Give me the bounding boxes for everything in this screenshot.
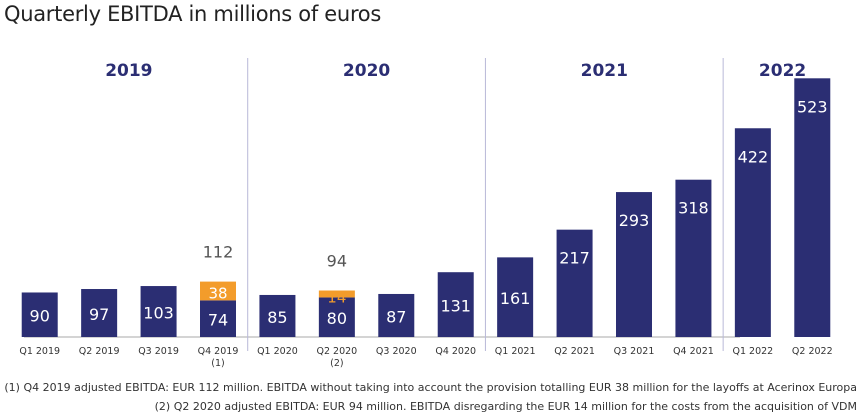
year-label-2019: 2019: [105, 61, 152, 81]
bar-value-label: 87: [386, 307, 406, 326]
x-tick-label: Q1 2022: [732, 346, 773, 357]
bar-value-label: 103: [143, 304, 174, 323]
x-tick-label: Q2 2019: [79, 346, 120, 357]
bar-Q3-2019: [140, 286, 177, 337]
x-tick-note: (2): [330, 358, 343, 369]
chart-title: Quarterly EBITDA in millions of euros: [4, 2, 382, 26]
adjusted-total-label: 94: [327, 252, 347, 271]
bar-value-label: 74: [208, 311, 228, 330]
bar-value-label: 85: [267, 308, 287, 327]
highlight-bar-Q2-2020: [318, 290, 355, 298]
x-tick-label: Q2 2022: [792, 346, 833, 357]
bar-Q2-2020: [318, 297, 355, 337]
bar-Q4-2020: [437, 272, 474, 337]
highlight-bar-Q4-2019: [200, 281, 236, 301]
bar-Q1-2019: [21, 292, 58, 337]
bar-value-label: 97: [89, 305, 109, 324]
x-tick-note: (1): [211, 358, 224, 369]
bar-value-label: 131: [440, 297, 471, 316]
x-tick-label: Q4 2020: [435, 346, 476, 357]
bar-Q4-2021: [675, 179, 712, 337]
bar-Q1-2022: [734, 128, 771, 337]
bar-value-label: 80: [327, 309, 347, 328]
highlight-value-label: 14: [327, 289, 346, 307]
footnote-2: (2) Q2 2020 adjusted EBITDA: EUR 94 mill…: [154, 400, 857, 413]
bar-Q3-2020: [378, 293, 415, 337]
x-tick-label: Q1 2020: [257, 346, 298, 357]
x-tick-label: Q3 2020: [376, 346, 417, 357]
bar-Q2-2021: [556, 229, 593, 337]
adjusted-total-label: 112: [203, 243, 234, 262]
bar-Q4-2019: [200, 300, 236, 337]
year-label-2021: 2021: [581, 61, 628, 81]
bar-value-label: 161: [500, 289, 531, 308]
x-tick-label: Q3 2019: [138, 346, 179, 357]
bar-value-label: 318: [678, 199, 709, 218]
bar-Q1-2020: [259, 294, 296, 337]
bar-Q2-2019: [81, 289, 118, 337]
bar-value-label: 523: [797, 97, 828, 116]
x-tick-label: Q2 2020: [316, 346, 357, 357]
bar-value-label: 422: [738, 147, 769, 166]
x-tick-label: Q4 2021: [673, 346, 714, 357]
x-tick-label: Q4 2019: [198, 346, 239, 357]
bar-Q2-2022: [794, 78, 831, 337]
bar-Q3-2021: [616, 192, 652, 337]
bar-value-label: 90: [30, 307, 50, 326]
x-tick-label: Q1 2019: [19, 346, 60, 357]
year-label-2020: 2020: [343, 61, 390, 81]
x-tick-label: Q1 2021: [495, 346, 536, 357]
bar-value-label: 217: [559, 249, 590, 268]
ebitda-bar-chart: 2019 2020 2021 2022 90 Q1 2019 97 Q2 2019 103 Q3 …: [19, 58, 833, 369]
highlight-value-label: 38: [208, 284, 227, 302]
footnote-1: (1) Q4 2019 adjusted EBITDA: EUR 112 mil…: [4, 381, 857, 394]
bar-value-label: 293: [619, 211, 650, 230]
bar-Q1-2021: [497, 257, 534, 337]
x-tick-label: Q2 2021: [554, 346, 595, 357]
x-tick-label: Q3 2021: [614, 346, 655, 357]
year-label-2022: 2022: [759, 61, 806, 81]
